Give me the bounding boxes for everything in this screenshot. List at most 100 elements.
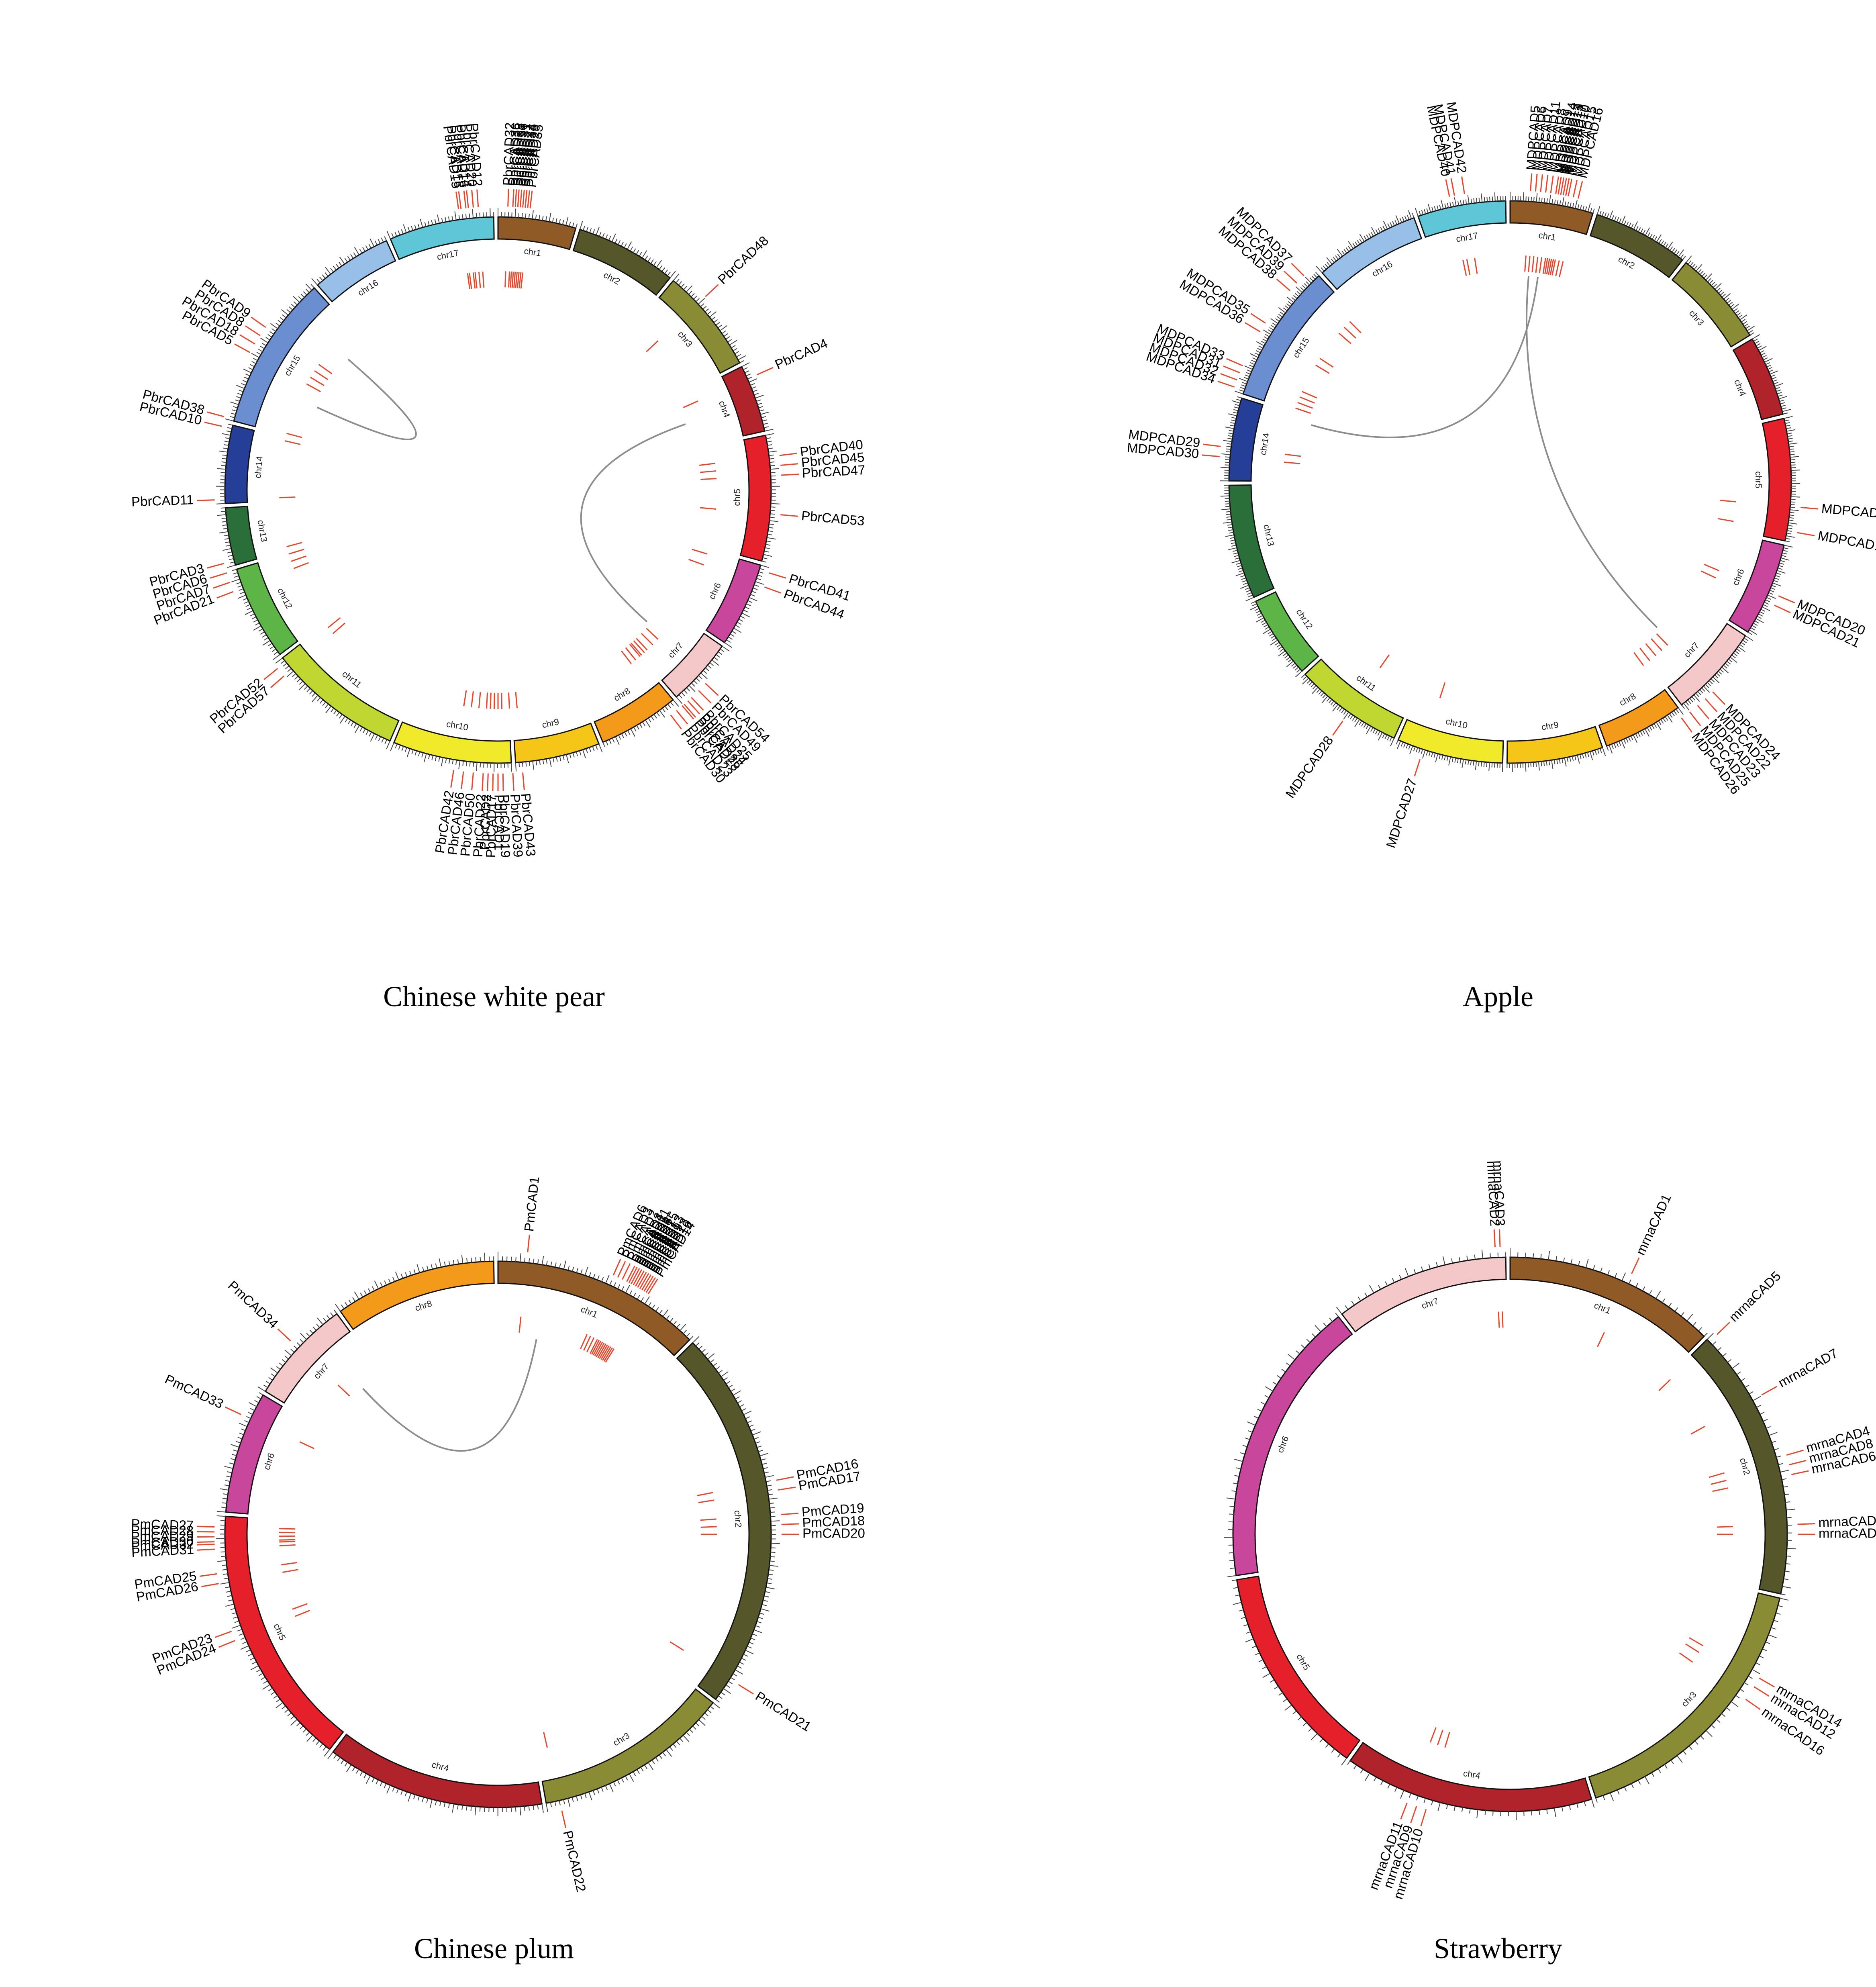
axis-tick bbox=[747, 376, 752, 380]
gene-pointer bbox=[769, 572, 786, 579]
axis-tick bbox=[615, 736, 620, 745]
axis-tick bbox=[676, 1323, 680, 1328]
axis-tick bbox=[639, 723, 643, 728]
axis-tick bbox=[1421, 749, 1423, 754]
axis-tick bbox=[514, 208, 516, 218]
gene-density-mark bbox=[515, 272, 518, 288]
gene-density-mark bbox=[631, 643, 642, 656]
axis-tick bbox=[344, 1762, 348, 1766]
axis-tick bbox=[1375, 729, 1378, 735]
axis-tick bbox=[1523, 192, 1524, 201]
axis-tick bbox=[1371, 227, 1376, 235]
axis-tick bbox=[1295, 293, 1299, 297]
axis-tick bbox=[650, 259, 654, 264]
axis-tick bbox=[1470, 198, 1472, 204]
axis-tick bbox=[678, 281, 682, 286]
axis-tick bbox=[339, 716, 345, 724]
axis-tick bbox=[1762, 355, 1767, 358]
axis-tick bbox=[1295, 286, 1303, 293]
chromosome-segment-chr5 bbox=[739, 434, 772, 562]
axis-tick bbox=[236, 396, 241, 399]
axis-tick bbox=[1551, 760, 1553, 769]
gene-pointer bbox=[218, 1640, 235, 1648]
axis-tick bbox=[1352, 243, 1356, 248]
axis-tick bbox=[260, 631, 265, 635]
axis-tick bbox=[1635, 733, 1638, 738]
axis-tick bbox=[1341, 709, 1345, 713]
axis-tick bbox=[1439, 754, 1441, 759]
axis-tick bbox=[1378, 1285, 1381, 1290]
axis-tick bbox=[1556, 1256, 1558, 1261]
axis-tick bbox=[1404, 1268, 1409, 1277]
axis-tick bbox=[1231, 545, 1237, 547]
gene-pointer bbox=[507, 189, 509, 207]
axis-tick bbox=[1323, 265, 1327, 270]
axis-tick bbox=[1366, 726, 1371, 734]
gene-density-mark bbox=[291, 555, 307, 562]
axis-tick bbox=[651, 1305, 655, 1309]
gene-density-mark bbox=[1444, 1732, 1450, 1748]
axis-tick bbox=[428, 754, 430, 760]
axis-tick bbox=[1721, 1713, 1726, 1717]
gene-pointer bbox=[1291, 263, 1304, 276]
gene-pointer bbox=[1203, 443, 1221, 447]
axis-tick bbox=[1697, 691, 1701, 695]
gene-density-mark bbox=[700, 478, 717, 480]
axis-tick bbox=[723, 333, 728, 337]
axis-tick bbox=[1665, 243, 1669, 248]
axis-tick bbox=[1681, 705, 1685, 709]
axis-tick bbox=[612, 738, 615, 743]
chromosome-segment-chr5 bbox=[224, 1515, 344, 1750]
gene-pointer bbox=[1283, 270, 1298, 284]
axis-tick bbox=[384, 236, 387, 241]
axis-tick bbox=[529, 761, 531, 766]
axis-tick bbox=[438, 757, 440, 762]
axis-tick bbox=[1718, 670, 1722, 675]
axis-tick bbox=[1609, 210, 1613, 219]
axis-tick bbox=[1733, 652, 1737, 656]
axis-tick bbox=[569, 753, 572, 759]
axis-tick bbox=[363, 728, 366, 733]
axis-tick bbox=[731, 345, 736, 349]
axis-tick bbox=[572, 1797, 574, 1802]
axis-tick bbox=[1276, 644, 1281, 648]
gene-pointer bbox=[780, 514, 798, 517]
gene-pointer bbox=[1461, 176, 1465, 194]
axis-tick bbox=[1766, 364, 1772, 368]
axis-tick bbox=[1297, 1716, 1302, 1720]
axis-tick bbox=[770, 1556, 775, 1558]
axis-tick bbox=[258, 349, 263, 352]
axis-tick bbox=[1347, 1760, 1351, 1765]
axis-tick bbox=[225, 1586, 230, 1589]
axis-tick bbox=[240, 591, 245, 594]
axis-tick bbox=[1665, 716, 1668, 721]
axis-tick bbox=[1788, 438, 1793, 440]
axis-tick bbox=[1409, 745, 1413, 754]
axis-tick bbox=[686, 1333, 690, 1337]
axis-tick bbox=[1233, 1587, 1238, 1589]
gene-pointer bbox=[1217, 380, 1235, 388]
axis-tick bbox=[278, 320, 282, 324]
gene-pointer bbox=[1530, 173, 1533, 191]
axis-tick bbox=[1764, 358, 1773, 363]
axis-tick bbox=[1274, 1686, 1279, 1689]
axis-tick bbox=[1575, 200, 1578, 209]
axis-tick bbox=[667, 704, 671, 708]
chromosome-label: chr17 bbox=[436, 248, 459, 262]
axis-tick bbox=[762, 1462, 767, 1465]
gene-density-mark bbox=[516, 272, 520, 288]
axis-tick bbox=[312, 695, 318, 702]
axis-tick bbox=[1628, 1279, 1631, 1285]
axis-tick bbox=[1474, 1254, 1476, 1260]
axis-tick bbox=[1592, 208, 1595, 214]
axis-tick bbox=[1370, 232, 1374, 237]
axis-tick bbox=[1295, 670, 1302, 678]
gene-pointer bbox=[561, 1810, 567, 1828]
axis-tick bbox=[1359, 234, 1365, 242]
axis-tick bbox=[239, 1633, 244, 1636]
axis-tick bbox=[298, 683, 306, 690]
chromosome-segment-chr10 bbox=[1397, 719, 1504, 764]
axis-tick bbox=[369, 732, 372, 737]
axis-tick bbox=[1564, 758, 1567, 767]
axis-tick bbox=[1302, 678, 1309, 685]
